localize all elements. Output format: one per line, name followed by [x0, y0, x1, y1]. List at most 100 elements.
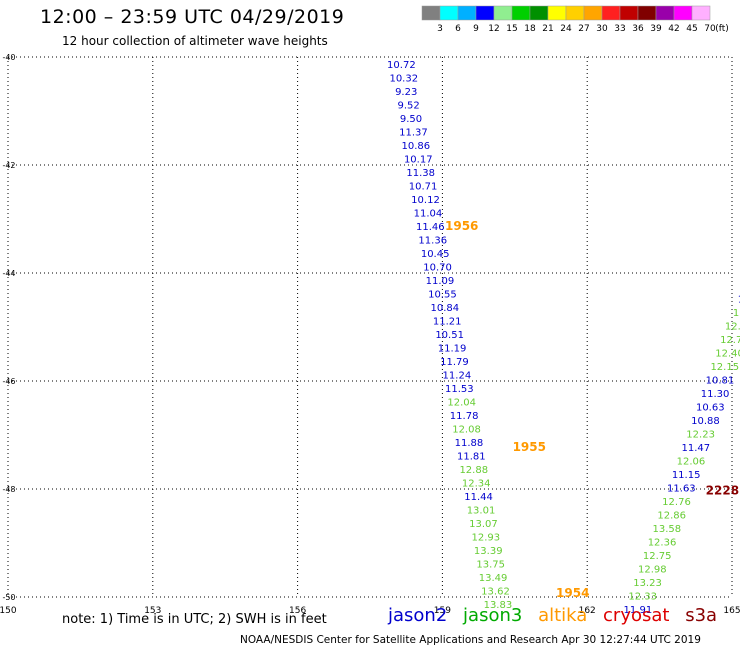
- legend-s3a: s3a: [685, 605, 718, 626]
- swh-data-label: 11.88: [455, 438, 484, 449]
- colorbar-label: 6: [455, 24, 461, 34]
- swh-data-label: 12.06: [677, 457, 706, 468]
- colorbar-label: 36: [632, 24, 644, 34]
- swh-data-label: 10.55: [428, 289, 457, 300]
- colorbar-label: 21: [542, 24, 553, 34]
- swh-data-label: 9.23: [395, 87, 417, 98]
- swh-data-label: 12.04: [447, 397, 476, 408]
- swh-data-label: 11.78: [450, 411, 479, 422]
- swh-data-label: 12.73: [720, 335, 740, 346]
- colorbar-label: 15: [506, 24, 517, 34]
- colorbar-label: 42: [668, 24, 679, 34]
- swh-data-label: 11.09: [426, 276, 455, 287]
- colorbar-label: 33: [614, 24, 625, 34]
- swh-data-label: 11.81: [457, 451, 486, 462]
- colorbar-unit: (ft): [715, 24, 729, 34]
- swh-data-label: 12.98: [638, 565, 667, 576]
- swh-data-label: 12.40: [715, 349, 740, 360]
- swh-data-label: 11.53: [445, 384, 474, 395]
- swh-data-label: 11.38: [406, 168, 435, 179]
- swh-data-label: 13.01: [467, 505, 496, 516]
- chart-subtitle: 12 hour collection of altimeter wave hei…: [62, 34, 328, 48]
- chart-title: 12:00 – 23:59 UTC 04/29/2019: [40, 6, 345, 28]
- swh-data-label: 12.86: [657, 511, 686, 522]
- swh-data-label: 10.88: [691, 416, 720, 427]
- swh-data-label: 11.15: [672, 470, 701, 481]
- x-tick-label: 165: [723, 606, 740, 616]
- swh-data-label: 10.81: [706, 376, 735, 387]
- swh-data-label: 13.75: [476, 559, 505, 570]
- swh-data-label: 13.83: [484, 600, 513, 611]
- chart-note: note: 1) Time is in UTC; 2) SWH is in fe…: [62, 612, 327, 627]
- swh-data-label: 11.21: [433, 316, 462, 327]
- swh-data-label: 10.70: [423, 262, 452, 273]
- swh-data-label: 11.24: [443, 370, 472, 381]
- color-scale-legend: 3 6 9 12 15 18 21 24 27 30 33 36 39 42 45 70 (ft): [421, 5, 729, 34]
- pass-time-label: 1955: [513, 440, 546, 454]
- pass-time-label: 2228: [706, 483, 739, 497]
- swh-data-label: 12.0: [733, 308, 740, 319]
- colorbar-swatch: [691, 5, 711, 21]
- swh-data-label: 12.33: [628, 592, 657, 603]
- colorbar-label: 30: [596, 24, 608, 34]
- swh-data-label: 10.12: [411, 195, 440, 206]
- colorbar-label: 45: [686, 24, 697, 34]
- swh-data-label: 13.39: [474, 546, 503, 557]
- pass-time-label: 1956: [445, 219, 478, 233]
- swh-data-label: 10.17: [404, 154, 433, 165]
- legend-altika: altika: [538, 605, 588, 626]
- swh-data-label: 12.36: [648, 538, 677, 549]
- swh-data-label: 9.52: [397, 100, 419, 111]
- swh-data-label: 9.50: [400, 114, 422, 125]
- swh-data-label: 13.23: [633, 578, 662, 589]
- swh-data-label: 11.46: [416, 222, 445, 233]
- colorbar-label: 39: [650, 24, 662, 34]
- y-tick-label: -44: [2, 269, 15, 278]
- x-tick-label: 150: [0, 606, 17, 616]
- colorbar-label: 70: [704, 24, 716, 34]
- swh-data-label: 13.07: [469, 519, 498, 530]
- y-tick-label: -40: [2, 53, 15, 62]
- colorbar-label: 9: [473, 24, 479, 34]
- colorbar-label: 24: [560, 24, 572, 34]
- swh-data-label: 10.51: [435, 330, 464, 341]
- swh-data-label: 12.23: [686, 430, 715, 441]
- swh-data-label: 12.93: [472, 532, 501, 543]
- swh-data-label: 13.62: [481, 586, 510, 597]
- swh-data-label: 10.45: [421, 249, 450, 260]
- y-tick-label: -48: [2, 485, 15, 494]
- x-tick-label: 159: [434, 606, 451, 616]
- legend-cryosat: cryosat: [603, 605, 670, 626]
- swh-data-label: 12.08: [452, 424, 481, 435]
- swh-data-label: 10.84: [430, 303, 459, 314]
- swh-data-label: 10.71: [409, 181, 438, 192]
- colorbar-label: 3: [437, 24, 443, 34]
- x-tick-label: 162: [579, 606, 596, 616]
- colorbar-label: 12: [488, 24, 499, 34]
- swh-data-label: 10.86: [402, 141, 431, 152]
- colorbar-label: 18: [524, 24, 536, 34]
- y-tick-label: -46: [2, 377, 15, 386]
- colorbar-label: 27: [578, 24, 589, 34]
- swh-data-label: 12.76: [662, 497, 691, 508]
- chart-footer: NOAA/NESDIS Center for Satellite Applica…: [240, 634, 701, 646]
- swh-data-label: 11.36: [418, 235, 447, 246]
- legend-jason3: jason3: [463, 605, 523, 626]
- legend-jason2: jason2: [388, 605, 448, 626]
- swh-data-label: 10.72: [387, 60, 416, 71]
- swh-data-label: 11.44: [464, 492, 493, 503]
- swh-data-label: 12.15: [710, 362, 739, 373]
- swh-data-label: 10.6: [738, 295, 740, 306]
- swh-data-label: 12.75: [643, 551, 672, 562]
- y-tick-label: -42: [2, 161, 15, 170]
- swh-data-label: 11.19: [438, 343, 467, 354]
- swh-data-label: 11.37: [399, 127, 428, 138]
- y-tick-label: -50: [2, 593, 15, 602]
- x-tick-label: 153: [144, 606, 161, 616]
- swh-data-label: 13.49: [479, 573, 508, 584]
- swh-data-label: 11.63: [667, 484, 696, 495]
- swh-data-label: 12.88: [459, 465, 488, 476]
- x-tick-label: 156: [289, 606, 306, 616]
